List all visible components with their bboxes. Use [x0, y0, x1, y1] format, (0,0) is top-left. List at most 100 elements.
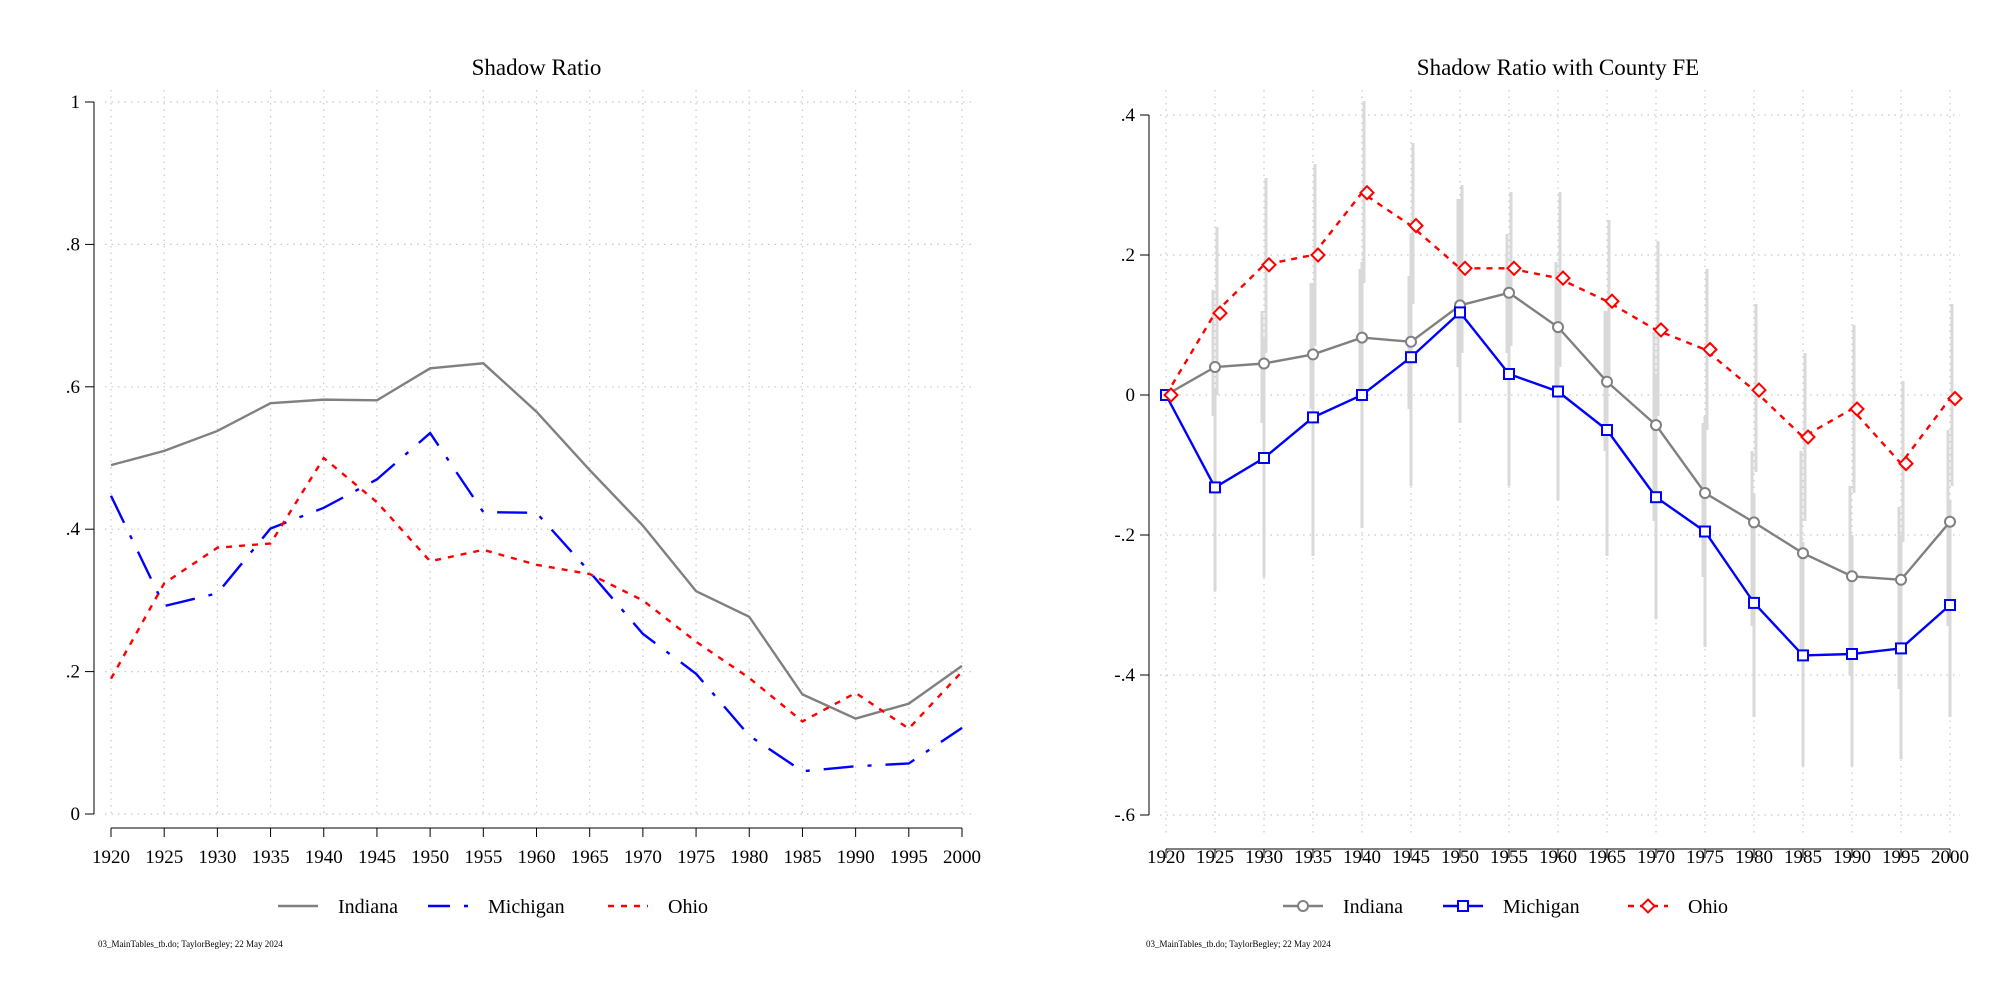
series-ohio — [109, 456, 963, 731]
x-tick-label: 1990 — [1833, 847, 1871, 868]
y-tick-label: .4 — [66, 519, 81, 540]
y-tick-label: .4 — [1121, 105, 1136, 126]
data-point-diamond — [1310, 247, 1326, 263]
footnote: 03_MainTables_tb.do; TaylorBegley; 22 Ma… — [1146, 939, 1331, 949]
error-bars — [1211, 101, 1954, 766]
data-point-square — [1209, 481, 1221, 494]
y-tick-label: -.4 — [1114, 665, 1135, 686]
y-tick-label: .2 — [1121, 245, 1135, 266]
x-tick-label: 1955 — [464, 847, 502, 868]
x-tick-label: 1995 — [1882, 847, 1920, 868]
data-point-circle — [1552, 321, 1564, 334]
y-tick-label: .2 — [66, 662, 80, 683]
data-point-circle — [1797, 547, 1809, 560]
data-point-diamond — [1604, 293, 1620, 310]
x-tick-label: 1940 — [305, 847, 343, 868]
x-tick-label: 1950 — [1441, 847, 1479, 868]
x-tick-label: 1960 — [518, 847, 556, 868]
x-tick-label: 1935 — [252, 847, 290, 868]
data-point-circle — [1258, 357, 1270, 370]
data-point-diamond — [1555, 270, 1571, 287]
data-point-circle — [1846, 570, 1858, 583]
data-point-diamond — [1702, 341, 1718, 358]
data-point-circle — [1650, 419, 1662, 432]
x-tick-label: 1945 — [358, 847, 396, 868]
data-point-square — [1552, 385, 1564, 398]
chart-panel-2: Shadow Ratio with County FE -.6 -.4 -.2 0 .2.… — [1114, 55, 1969, 949]
legend: Indiana Michigan Ohio — [278, 896, 708, 918]
legend-label: Ohio — [1688, 896, 1728, 918]
legend-item-indiana: Indiana — [1283, 896, 1403, 918]
data-point-square — [1405, 351, 1417, 364]
data-point-circle — [1944, 515, 1956, 528]
legend-item-indiana: Indiana — [278, 896, 398, 918]
legend-item-michigan: Michigan — [428, 896, 565, 918]
x-tick-label: 1940 — [1343, 847, 1381, 868]
legend-item-ohio: Ohio — [608, 896, 708, 918]
data-point-circle — [1699, 487, 1711, 499]
y-tick-label: 0 — [71, 804, 81, 825]
data-point-circle — [1356, 331, 1368, 344]
data-point-square — [1699, 525, 1711, 538]
x-tick-label: 1985 — [783, 847, 821, 868]
data-point-diamond — [1898, 455, 1914, 472]
data-point-circle — [1307, 348, 1319, 361]
x-tick-label: 1920 — [92, 847, 130, 868]
data-point-square — [1650, 491, 1662, 504]
data-point-diamond — [1506, 260, 1522, 277]
x-tick-label: 1985 — [1784, 847, 1822, 868]
data-point-diamond — [1849, 401, 1865, 417]
grid — [1160, 90, 1960, 835]
x-tick-label: 1990 — [837, 847, 875, 868]
y-tick-label: .6 — [66, 377, 80, 398]
x-tick-label: 1955 — [1490, 847, 1528, 868]
data-point-square — [1356, 389, 1368, 401]
chart-panel-1: Shadow Ratio 0 .2 .4 .6 .8 1 1920 1925 1930 1935 19… — [66, 55, 981, 949]
y-tick-label: -.2 — [1114, 525, 1135, 546]
x-tick-label: 1965 — [1588, 847, 1626, 868]
x-tick-label: 1935 — [1294, 847, 1332, 868]
data-point-square — [1797, 649, 1809, 662]
legend-item-michigan: Michigan — [1443, 896, 1580, 918]
y-tick-label: 0 — [1126, 385, 1136, 406]
x-tick-label: 1960 — [1539, 847, 1577, 868]
data-point-circle — [1503, 286, 1515, 299]
legend-label: Michigan — [488, 896, 565, 918]
data-point-square — [1895, 642, 1907, 655]
data-point-square — [1454, 306, 1466, 319]
chart-title: Shadow Ratio with County FE — [1417, 55, 1699, 80]
data-point-square — [1748, 596, 1760, 609]
y-tick-label: 1 — [71, 92, 81, 113]
legend-item-ohio: Ohio — [1628, 896, 1728, 918]
x-tick-label: 1950 — [411, 847, 449, 868]
x-tick-label: 1930 — [1245, 847, 1283, 868]
data-point-square — [1457, 900, 1469, 912]
x-tick-label: 2000 — [943, 847, 981, 868]
data-point-circle — [1209, 361, 1221, 373]
x-tick-label: 1925 — [1196, 847, 1234, 868]
x-tick-label: 1980 — [1735, 847, 1773, 868]
data-point-square — [1846, 648, 1858, 660]
x-tick-label: 1925 — [145, 847, 183, 868]
data-point-square — [1258, 452, 1270, 464]
x-tick-label: 1975 — [1686, 847, 1724, 868]
data-point-diamond — [1212, 305, 1228, 322]
x-tick-label: 1995 — [890, 847, 928, 868]
series-michigan — [109, 431, 963, 773]
legend: Indiana Michigan Ohio — [1283, 896, 1728, 918]
series-line — [110, 362, 963, 720]
data-point-square — [1601, 424, 1613, 436]
grid — [105, 90, 972, 815]
data-point-diamond — [1640, 898, 1656, 914]
x-tick-label: 1930 — [198, 847, 236, 868]
series-line — [109, 456, 963, 731]
data-point-circle — [1297, 900, 1309, 912]
x-tick-label: 1965 — [571, 847, 609, 868]
series-michigan — [1160, 306, 1956, 662]
data-point-square — [1944, 599, 1956, 611]
data-point-diamond — [1359, 184, 1375, 201]
data-point-diamond — [1163, 387, 1179, 403]
data-point-diamond — [1261, 256, 1277, 273]
data-point-circle — [1748, 516, 1760, 529]
